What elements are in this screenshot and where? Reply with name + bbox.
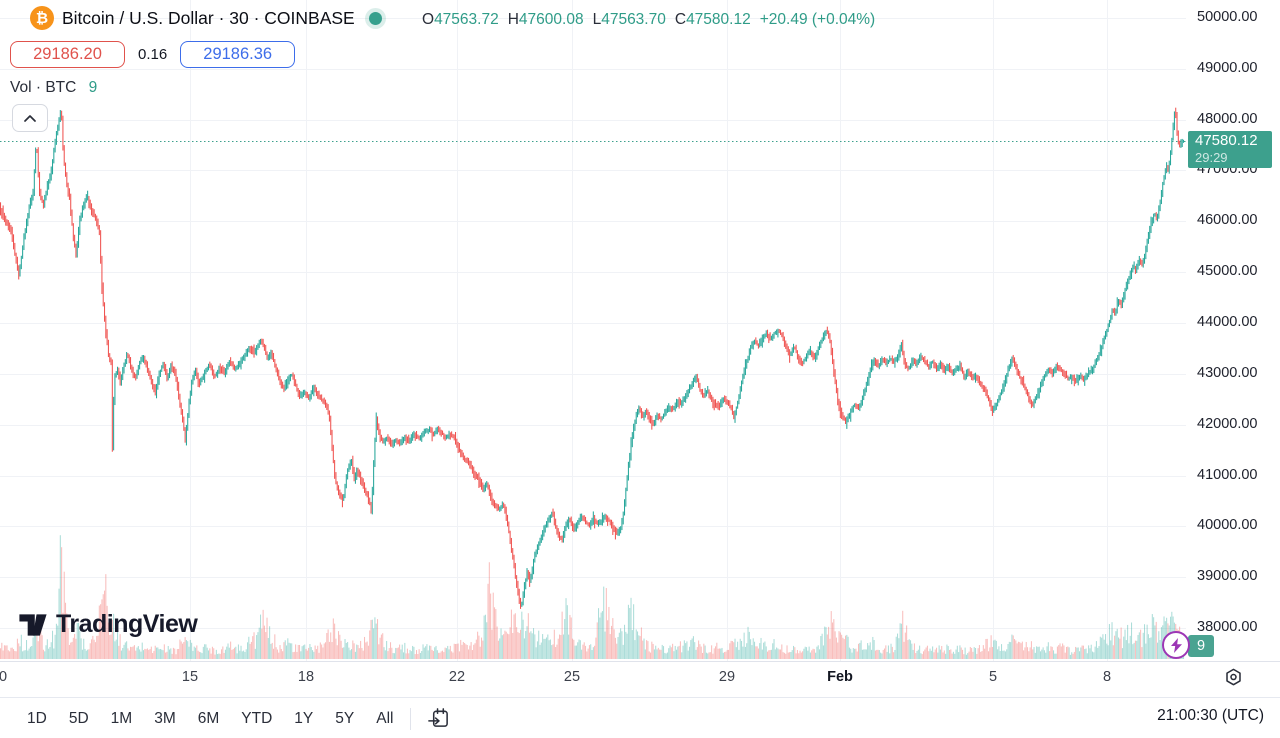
- sell-bid-button[interactable]: 29186.20: [10, 41, 125, 68]
- buy-ask-button[interactable]: 29186.36: [180, 41, 296, 68]
- price-tick-label: 41000.00: [1197, 466, 1258, 483]
- price-tick-label: 39000.00: [1197, 568, 1258, 585]
- range-button-1m[interactable]: 1M: [102, 706, 142, 732]
- range-button-6m[interactable]: 6M: [189, 706, 229, 732]
- bar-countdown: 29:29: [1195, 150, 1228, 165]
- quick-trade-button[interactable]: [1162, 631, 1190, 659]
- high-label: H: [507, 11, 519, 28]
- time-tick-label: Feb: [827, 669, 853, 685]
- bottom-toolbar: 1D 5D 1M 3M 6M YTD 1Y 5Y All 21:00:30 (UTC): [0, 697, 1280, 738]
- volume-legend-label: Vol · BTC: [10, 79, 77, 96]
- go-to-date-button[interactable]: [423, 705, 453, 733]
- time-tick-label: 18: [297, 669, 315, 685]
- open-value: 47563.72: [434, 11, 499, 28]
- price-tick-label: 44000.00: [1197, 314, 1258, 330]
- price-tick-label: 45000.00: [1197, 263, 1258, 280]
- spread-value: 0.16: [138, 46, 168, 63]
- bitcoin-icon: ₿: [30, 6, 54, 30]
- range-button-3m[interactable]: 3M: [145, 706, 185, 732]
- gear-icon: [1226, 668, 1241, 686]
- volume-legend: Vol · BTC 9: [10, 79, 97, 97]
- last-price-label: 47580.12 29:29: [1188, 131, 1272, 168]
- time-tick-label: 8: [1102, 669, 1112, 685]
- tradingview-logo-icon: [19, 613, 47, 636]
- date-range-buttons: 1D 5D 1M 3M 6M YTD 1Y 5Y All: [18, 706, 402, 732]
- market-status-icon: [368, 11, 382, 25]
- time-tick-label: 25: [563, 669, 581, 685]
- price-tick-label: 46000.00: [1197, 212, 1258, 229]
- time-tick-label: 22: [448, 669, 466, 685]
- symbol-title-row[interactable]: ₿ Bitcoin / U.S. Dollar · 30 · COINBASE: [30, 6, 382, 30]
- watermark-text: TradingView: [56, 610, 198, 638]
- price-tick-label: 40000.00: [1197, 517, 1258, 534]
- toolbar-divider: [410, 707, 412, 730]
- change-value: +20.49 (+0.04%): [759, 11, 876, 28]
- close-value: 47580.12: [686, 11, 751, 28]
- collapse-pane-button[interactable]: [12, 104, 48, 132]
- axis-settings-button[interactable]: [1221, 665, 1246, 690]
- price-tick-label: 50000.00: [1197, 8, 1258, 25]
- price-tick-label: 48000.00: [1197, 110, 1258, 127]
- chevron-up-icon: [24, 114, 36, 122]
- range-button-5d[interactable]: 5D: [60, 706, 98, 732]
- tradingview-watermark: TradingView: [18, 610, 198, 639]
- timezone-clock[interactable]: 21:00:30 (UTC): [1157, 707, 1264, 724]
- time-axis[interactable]: 0 15 18 22 25 29 Feb 5 8: [0, 661, 1280, 698]
- volume-legend-value: 9: [88, 79, 98, 96]
- range-button-1y[interactable]: 1Y: [285, 706, 322, 732]
- time-tick-label: 0: [0, 669, 8, 685]
- price-tick-label: 43000.00: [1197, 364, 1258, 381]
- last-price-value: 47580.12: [1195, 132, 1258, 149]
- price-tick-label: 42000.00: [1197, 415, 1258, 432]
- high-value: 47600.08: [518, 11, 584, 28]
- range-button-ytd[interactable]: YTD: [232, 706, 281, 732]
- close-label: C: [674, 11, 687, 28]
- low-value: 47563.70: [601, 11, 666, 28]
- range-button-5y[interactable]: 5Y: [326, 706, 363, 732]
- time-tick-label: 15: [181, 669, 199, 685]
- open-label: O: [422, 11, 435, 28]
- symbol-title[interactable]: Bitcoin / U.S. Dollar · 30 · COINBASE: [62, 7, 355, 28]
- quick-trade-volume-badge[interactable]: 9: [1188, 635, 1214, 657]
- price-chart-canvas[interactable]: [0, 0, 1186, 661]
- calendar-arrow-icon: [428, 708, 448, 727]
- price-tick-label: 49000.00: [1197, 59, 1258, 76]
- lightning-icon: [1170, 637, 1182, 653]
- bid-ask-row: 29186.20 0.16 29186.36: [10, 41, 296, 68]
- range-button-all[interactable]: All: [367, 706, 402, 732]
- time-tick-label: 5: [988, 669, 998, 685]
- price-axis[interactable]: 47580.12 29:29 50000.00 49000.00 48000.00 4…: [1186, 0, 1280, 661]
- range-button-1d[interactable]: 1D: [18, 706, 56, 732]
- price-tick-label: 38000.00: [1197, 619, 1258, 635]
- ohlc-row: O47563.72 H47600.08 L47563.70 C47580.12 …: [422, 11, 875, 29]
- low-label: L: [592, 11, 602, 28]
- time-tick-label: 29: [718, 669, 736, 685]
